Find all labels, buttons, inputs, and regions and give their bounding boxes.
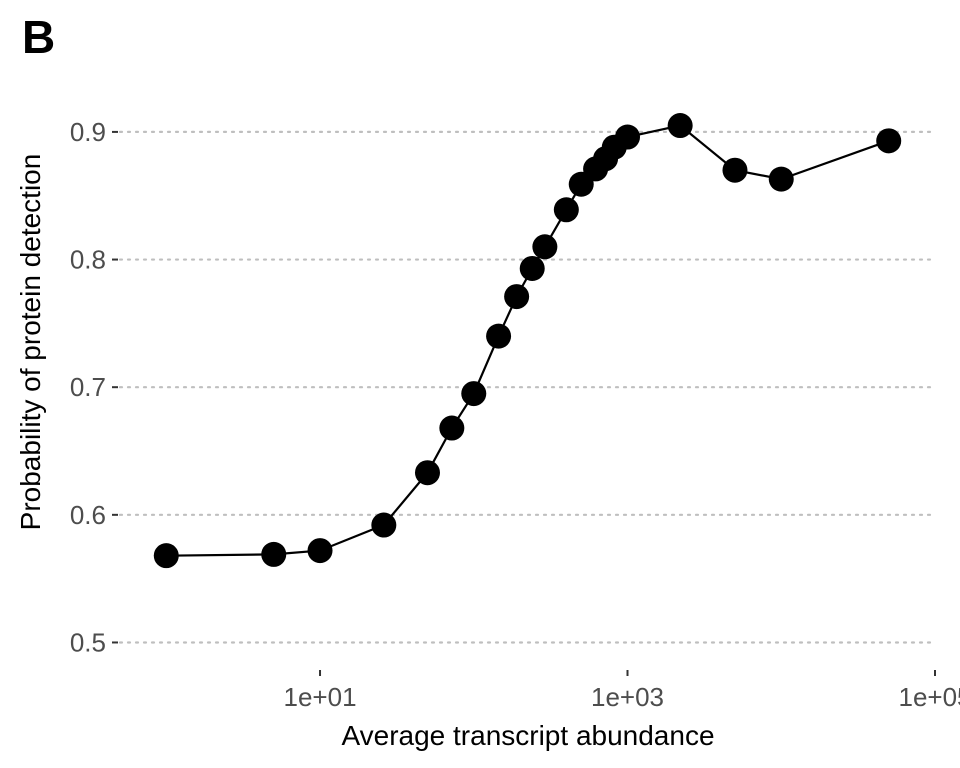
panel-label: B [22, 11, 56, 63]
data-point [876, 128, 902, 154]
data-point [486, 323, 512, 349]
data-point [461, 381, 487, 407]
data-point [722, 157, 748, 183]
y-tick-label: 0.7 [70, 372, 106, 402]
data-point [768, 166, 794, 192]
data-point [667, 113, 693, 139]
y-tick-label: 0.6 [70, 500, 106, 530]
data-point [153, 543, 179, 569]
data-point [261, 541, 287, 567]
x-tick-label: 1e+01 [284, 682, 357, 712]
data-point [504, 284, 530, 310]
y-tick-label: 0.9 [70, 117, 106, 147]
data-point [553, 197, 579, 223]
data-point [532, 234, 558, 260]
gridlines [118, 130, 937, 644]
y-axis-ticks: 0.5 0.6 0.7 0.8 0.9 [70, 117, 118, 657]
data-point [615, 124, 641, 150]
data-point [414, 460, 440, 486]
y-tick-label: 0.8 [70, 245, 106, 275]
data-point [519, 255, 545, 281]
data-point [371, 512, 397, 538]
y-tick-label: 0.5 [70, 627, 106, 657]
x-axis-ticks: 1e+01 1e+03 1e+05 [284, 670, 960, 712]
data-point [307, 538, 333, 564]
x-tick-label: 1e+05 [898, 682, 960, 712]
x-axis-title: Average transcript abundance [341, 720, 714, 751]
data-points [153, 113, 902, 569]
y-axis-title: Probability of protein detection [15, 154, 46, 531]
x-tick-label: 1e+03 [591, 682, 664, 712]
data-point [439, 415, 465, 441]
